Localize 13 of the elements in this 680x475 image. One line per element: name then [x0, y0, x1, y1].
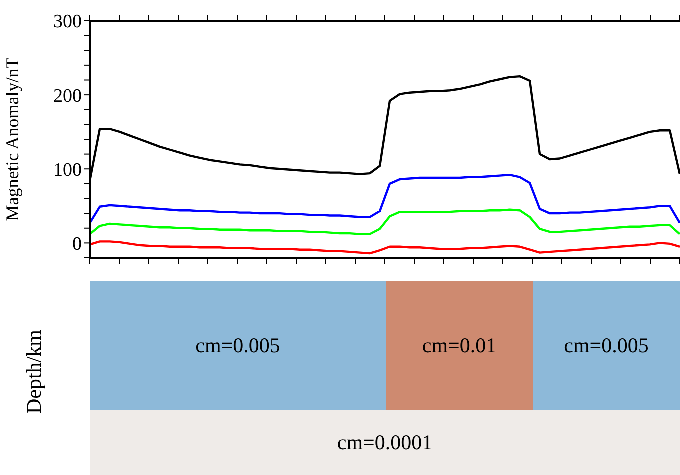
- line-series: [90, 208, 680, 236]
- line-series: [90, 240, 680, 255]
- text: cm=0.0001: [337, 430, 433, 454]
- text: cm=0.01: [422, 334, 497, 358]
- text: cm=0.005: [196, 334, 280, 358]
- y-tick-label: 300: [54, 12, 82, 33]
- y-tick-label: 200: [54, 86, 82, 107]
- y-axis-title: Magnetic Anomaly/nT: [2, 58, 22, 222]
- text: Depth/km: [22, 330, 46, 414]
- y-tick-label: 100: [54, 160, 82, 181]
- line-series: [90, 174, 680, 224]
- y-tick-label: 0: [72, 234, 82, 255]
- text: cm=0.005: [564, 334, 649, 358]
